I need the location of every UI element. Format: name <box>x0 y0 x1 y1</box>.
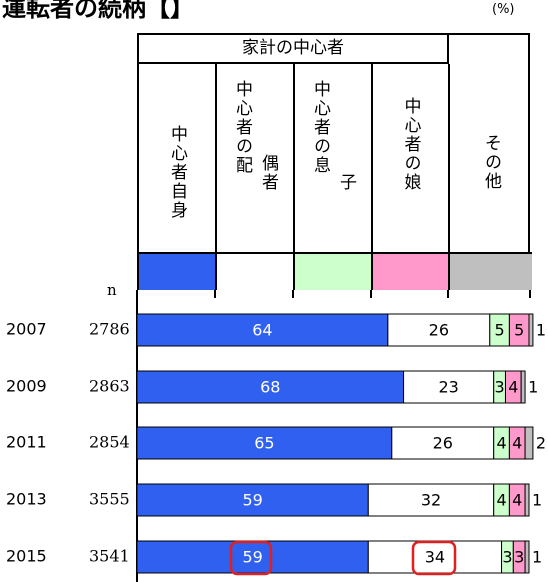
n-label: n <box>107 281 117 299</box>
bar-segment <box>524 540 530 574</box>
highlight-box <box>229 540 273 576</box>
value-label: 4 <box>512 434 522 453</box>
legend-swatch <box>217 252 295 290</box>
title: 運転者の続柄【】 <box>2 0 194 22</box>
legend-label: 中心者の配偶者 <box>232 80 278 192</box>
value-label: 2 <box>536 434 546 453</box>
bar-segment <box>403 370 495 404</box>
value-label: 68 <box>260 378 280 397</box>
n-value: 2854 <box>89 433 130 452</box>
value-label: 1 <box>532 548 542 567</box>
value-label: 64 <box>252 321 272 340</box>
legend-header: 家計の中心者 中心者自身 中心者の配偶者 中心者の息子 中心者の娘 その他 <box>137 33 532 290</box>
value-label: 23 <box>438 378 458 397</box>
year-label: 2013 <box>6 490 47 509</box>
value-label: 34 <box>425 548 445 567</box>
legend-label: 中心者自身 <box>167 125 187 220</box>
bar-segment <box>524 483 530 517</box>
bar-segment <box>136 313 389 347</box>
unit: (%) <box>492 2 515 17</box>
value-label: 1 <box>536 321 546 340</box>
n-value: 2863 <box>89 377 130 396</box>
value-label: 1 <box>532 491 542 510</box>
legend-column: 中心者の息子 <box>295 64 373 252</box>
value-label: 59 <box>242 491 262 510</box>
legend-label: 中心者の娘 <box>400 97 421 192</box>
value-label: 4 <box>496 491 506 510</box>
year-label: 2007 <box>6 320 47 339</box>
value-label: 26 <box>433 434 453 453</box>
bar-segment <box>387 313 491 347</box>
value-label: 4 <box>496 434 506 453</box>
legend-label: 中心者の息子 <box>310 80 356 192</box>
year-label: 2009 <box>6 377 47 396</box>
value-label: 3 <box>495 378 505 397</box>
bar-segment <box>524 426 534 460</box>
value-label: 1 <box>528 378 538 397</box>
legend-swatch <box>373 252 450 290</box>
legend-swatch <box>295 252 373 290</box>
bar-segment <box>391 426 495 460</box>
highlight-box <box>411 540 457 576</box>
value-label: 4 <box>508 378 518 397</box>
legend-column: 中心者の配偶者 <box>217 64 295 252</box>
year-label: 2015 <box>6 547 47 566</box>
legend-column: 中心者自身 <box>139 64 217 252</box>
bar-segment <box>136 540 369 574</box>
value-label: 4 <box>512 491 522 510</box>
legend-column: その他 <box>450 35 532 252</box>
legend-swatch <box>450 252 532 290</box>
value-label: 3 <box>502 548 512 567</box>
value-label: 3 <box>514 548 524 567</box>
value-label: 32 <box>421 491 441 510</box>
n-value: 3541 <box>89 547 130 566</box>
legend-label: その他 <box>481 134 501 191</box>
n-value: 3555 <box>89 490 130 509</box>
bar-segment <box>136 483 369 517</box>
group-label: 家計の中心者 <box>139 35 449 64</box>
legend-column: 中心者の娘 <box>373 64 450 252</box>
year-label: 2011 <box>6 433 47 452</box>
bar-segment <box>136 370 405 404</box>
bar-segment <box>520 370 526 404</box>
value-label: 65 <box>254 434 274 453</box>
n-value: 2786 <box>89 320 130 339</box>
value-label: 59 <box>242 548 262 567</box>
bar-segment <box>528 313 534 347</box>
bar-segment <box>136 426 393 460</box>
value-label: 5 <box>495 321 505 340</box>
legend-swatch <box>139 252 217 290</box>
value-label: 26 <box>429 321 449 340</box>
value-label: 5 <box>514 321 524 340</box>
